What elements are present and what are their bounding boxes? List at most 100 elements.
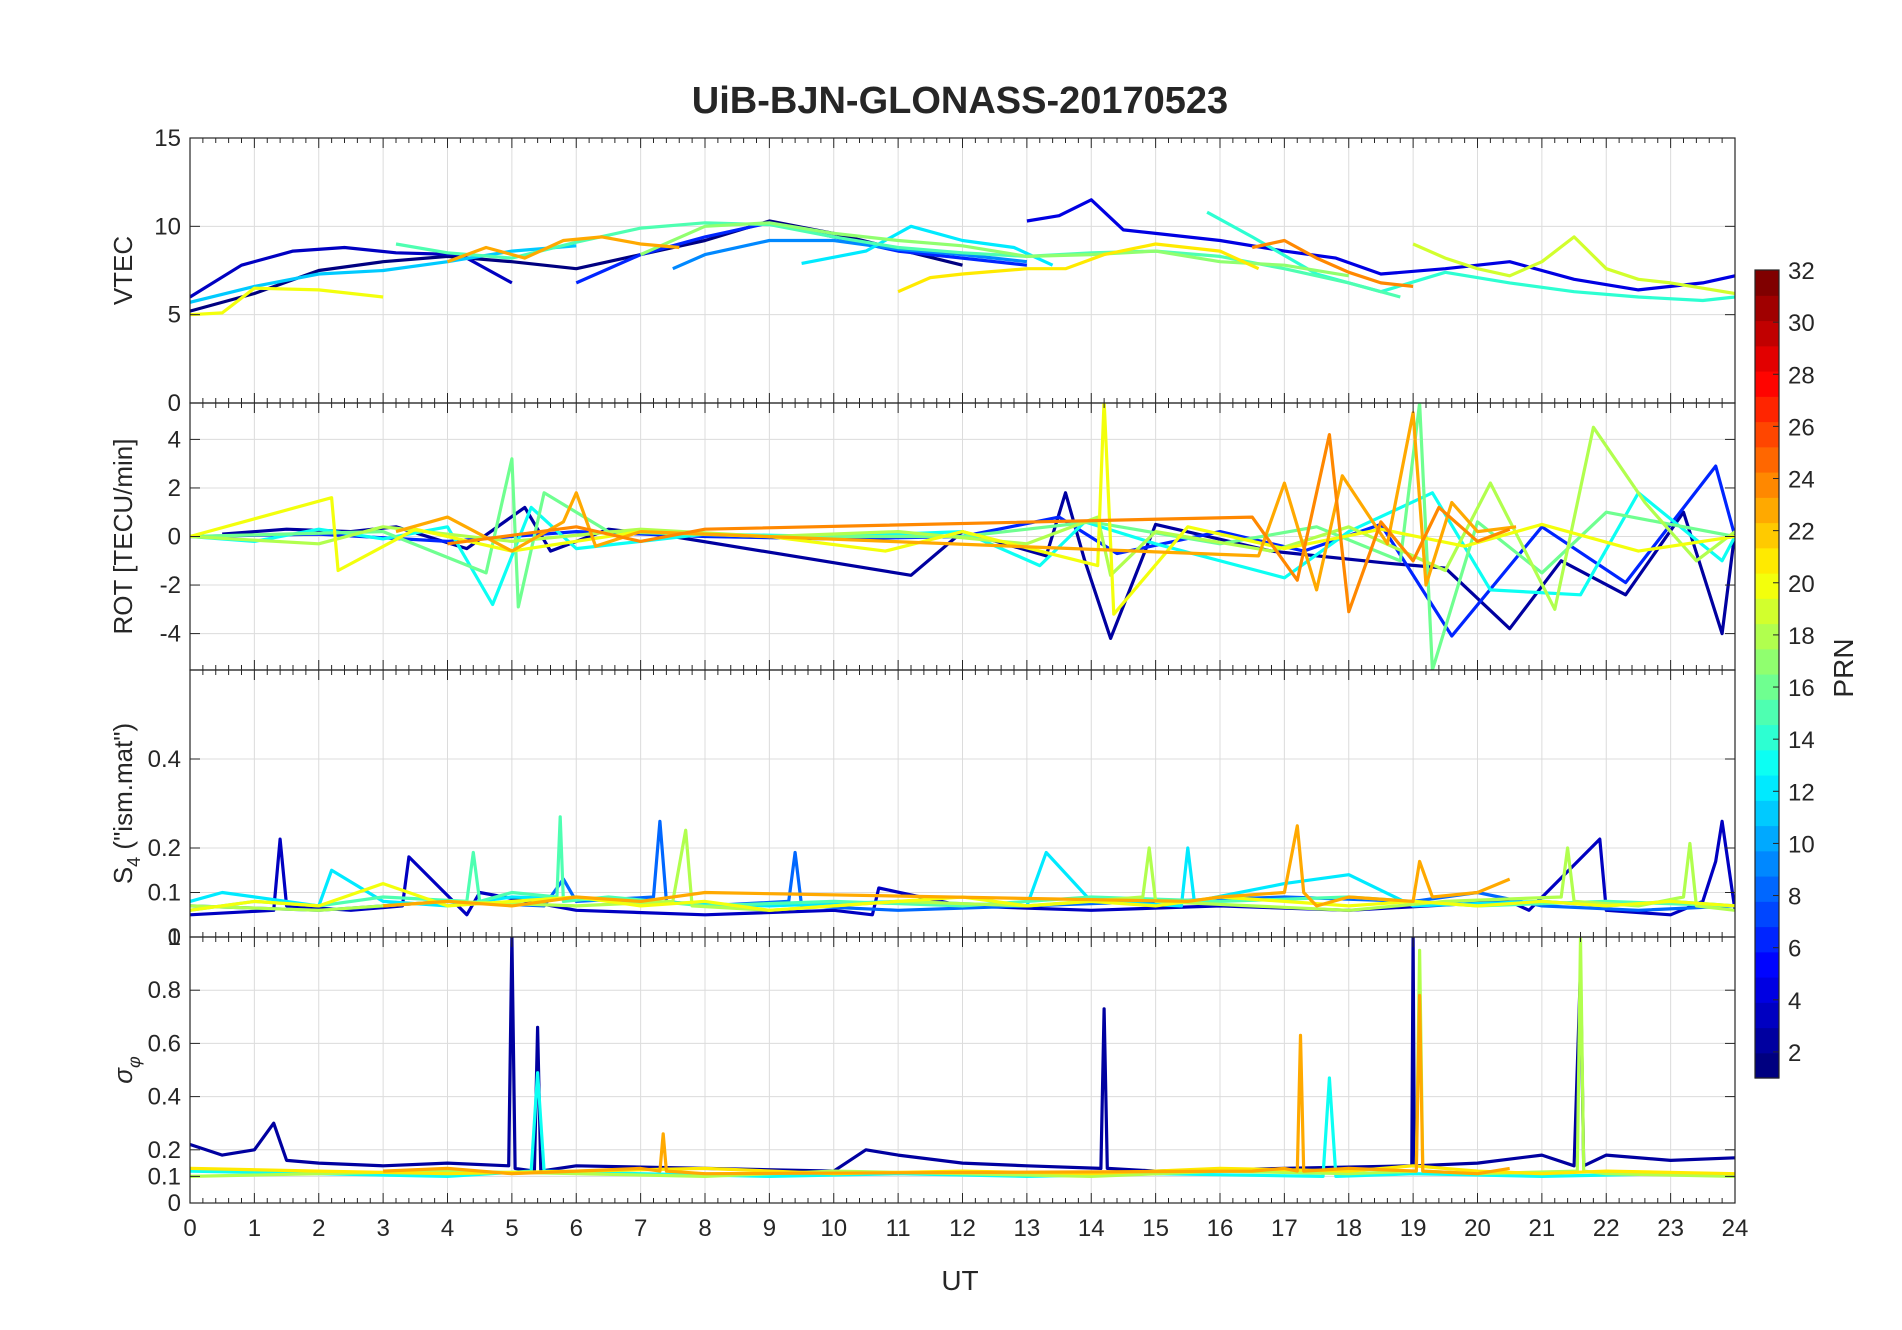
series-line-prn-12 [801,224,1054,267]
colorbar-tick-label: 14 [1788,727,1815,754]
series-line-prn-23 [446,235,680,264]
x-tick-label: 9 [763,1215,776,1242]
series-line-prn-24 [447,433,1511,614]
colorbar-segment [1755,926,1779,953]
colorbar-segment [1755,345,1779,372]
colorbar-tick-label: 10 [1788,831,1815,858]
series-line-prn-9 [672,238,1028,271]
series-line-prn-11 [190,244,577,304]
y-tick-label: 0.2 [148,1137,181,1164]
y-tick-label: 0.1 [148,880,181,907]
chart-title: UiB-BJN-GLONASS-20170523 [692,80,1228,122]
series-line-prn-4 [1026,198,1735,292]
x-tick-label: 12 [949,1215,976,1242]
x-tick-label: 10 [820,1215,847,1242]
x-tick-label: 5 [505,1215,518,1242]
colorbar-segment [1755,724,1779,751]
y-tick-label: -4 [160,621,181,648]
colorbar-segment [1755,472,1779,498]
y-tick-label: 1 [168,924,181,951]
x-tick-label: 18 [1335,1215,1362,1242]
x-tick-label: 2 [312,1215,325,1242]
colorbar-segment [1755,648,1779,675]
colorbar-tick-label: 16 [1788,675,1815,702]
x-tick-label: 20 [1464,1215,1491,1242]
colorbar-segment [1755,977,1779,1003]
colorbar-segment [1755,522,1779,549]
y-tick-label: 2 [168,475,181,502]
series-line-prn-17 [639,221,1350,278]
panel-rot: -4 -2 0 2 4 ROT [TECU/min] [108,402,1736,671]
colorbar-tick-label: 22 [1788,519,1815,546]
ticks-vtec [189,137,1736,404]
series-line-prn-20 [190,403,1735,616]
series-line-prn-3 [190,819,1735,917]
y-axis-label-rot: ROT [TECU/min] [108,439,138,635]
y-axis-label-sigma: σφ [108,1056,144,1084]
x-tick-label: 16 [1207,1215,1234,1242]
series-line-prn-20 [190,286,384,317]
series-line-prn-23 [395,411,1517,592]
panel-s4: 0 0.1 0.2 0.4S4 ("ism.mat") [108,669,1736,951]
y-tick-label: 0.4 [148,746,181,773]
colorbar-segment [1755,598,1779,625]
y-tick-label: 0 [168,524,181,551]
colorbar-tick-label: 8 [1788,884,1801,911]
colorbar-segment [1755,623,1779,650]
colorbar-segment [1755,775,1779,801]
series-line-prn-24 [1251,238,1414,288]
ticks-rot [189,403,1736,670]
series-group-rot [190,403,1735,670]
colorbar-label: PRN [1828,638,1859,697]
x-tick-label: 14 [1078,1215,1105,1242]
y-tick-label: 0.1 [148,1163,181,1190]
colorbar-segment [1755,320,1779,347]
y-axis-label-s4: S4 ("ism.mat") [108,723,144,884]
x-tick-label: 22 [1593,1215,1620,1242]
colorbar-tick-label: 12 [1788,779,1815,806]
colorbar-segment [1755,573,1779,599]
colorbar-segment [1755,270,1779,296]
x-tick-label: 21 [1529,1215,1556,1242]
y-tick-label: 4 [168,426,181,453]
colorbar-tick-label: 32 [1788,258,1815,285]
series-line-prn-14 [1206,210,1735,303]
x-tick-label: 13 [1014,1215,1041,1242]
y-tick-label: 15 [154,125,181,152]
y-tick-label: 0.4 [148,1084,181,1111]
y-tick-label: 10 [154,213,181,240]
colorbar-segment [1755,396,1779,423]
y-tick-label: 5 [168,302,181,329]
colorbar-segment [1755,421,1779,448]
colorbar-segment [1755,901,1779,928]
series-line-prn-2 [190,937,1735,1173]
y-tick-label: 0.6 [148,1030,181,1057]
x-tick-label: 19 [1400,1215,1427,1242]
series-line-prn-2 [222,491,1735,640]
x-axis-label: UT [941,1265,978,1296]
x-tick-label: 8 [698,1215,711,1242]
x-tick-label: 17 [1271,1215,1298,1242]
colorbar-segment [1755,876,1779,902]
colorbar-tick-label: 20 [1788,571,1815,598]
series-line-prn-21 [897,242,1260,294]
colorbar-segment [1755,1027,1779,1054]
colorbar-segment [1755,800,1779,827]
x-tick-label: 0 [183,1215,196,1242]
y-tick-label: 0 [168,390,181,417]
x-tick-label: 1 [248,1215,261,1242]
colorbar-segment [1755,749,1779,776]
series-line-prn-23 [383,993,1510,1176]
colorbar-segment [1755,497,1779,524]
series-line-prn-19 [1412,235,1735,296]
x-tick-label: 23 [1657,1215,1684,1242]
colorbar-segment [1755,850,1779,877]
x-tick-label: 6 [570,1215,583,1242]
colorbar-segment [1755,1002,1779,1029]
x-tick-label: 24 [1722,1215,1749,1242]
series-line-prn-23 [382,824,1511,908]
